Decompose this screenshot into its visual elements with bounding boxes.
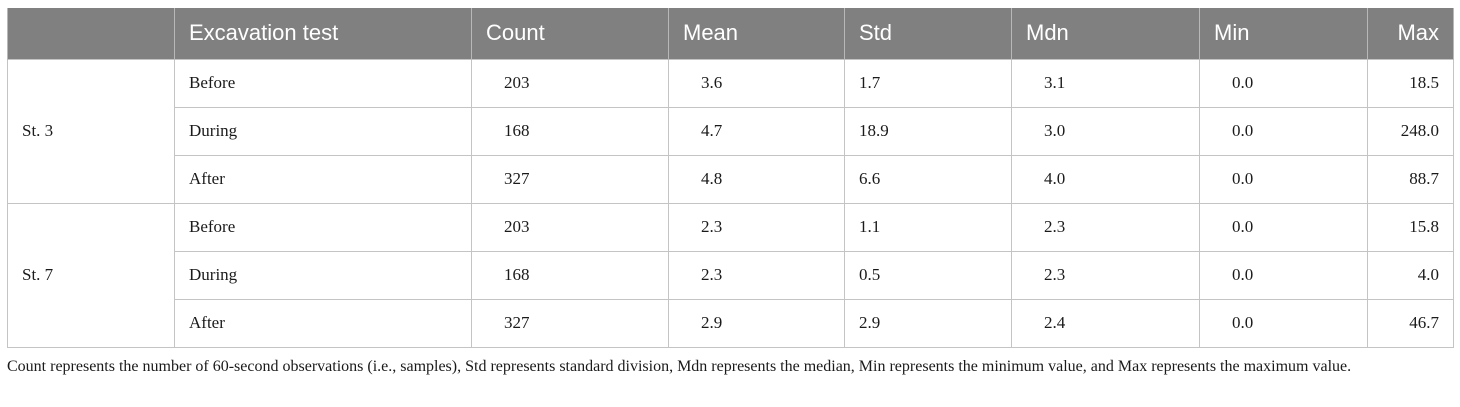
header-excavation-test: Excavation test: [174, 8, 472, 59]
count-cell: 168: [471, 106, 669, 156]
header-max: Max: [1367, 8, 1454, 59]
max-cell: 15.8: [1367, 202, 1454, 252]
std-cell: 18.9: [844, 106, 1012, 156]
header-count: Count: [471, 8, 669, 59]
phase-cell: Before: [174, 58, 472, 108]
min-cell: 0.0: [1199, 298, 1368, 348]
table-body: St. 3 Before 203 3.6 1.7 3.1 0.0 18.5 Du…: [7, 58, 1454, 348]
mdn-cell: 2.3: [1011, 202, 1200, 252]
table-row: St. 7 Before 203 2.3 1.1 2.3 0.0 15.8: [7, 202, 1454, 348]
std-cell: 2.9: [844, 298, 1012, 348]
std-cell: 1.1: [844, 202, 1012, 252]
header-min: Min: [1199, 8, 1368, 59]
min-cell: 0.0: [1199, 250, 1368, 300]
count-cell: 168: [471, 250, 669, 300]
min-cell: 0.0: [1199, 58, 1368, 108]
phase-cell: During: [174, 250, 472, 300]
max-cell: 248.0: [1367, 106, 1454, 156]
min-cell: 0.0: [1199, 202, 1368, 252]
count-cell: 327: [471, 154, 669, 204]
max-cell: 46.7: [1367, 298, 1454, 348]
count-cell: 203: [471, 58, 669, 108]
mdn-cell: 2.4: [1011, 298, 1200, 348]
count-cell: 203: [471, 202, 669, 252]
mdn-cell: 3.1: [1011, 58, 1200, 108]
std-cell: 0.5: [844, 250, 1012, 300]
min-cell: 0.0: [1199, 106, 1368, 156]
count-cell: 327: [471, 298, 669, 348]
table-footnote: Count represents the number of 60-second…: [7, 358, 1352, 375]
phase-cell: Before: [174, 202, 472, 252]
std-cell: 1.7: [844, 58, 1012, 108]
table-row: During 168 4.7 18.9 3.0 0.0 248.0: [8, 106, 1454, 156]
min-cell: 0.0: [1199, 154, 1368, 204]
std-cell: 6.6: [844, 154, 1012, 204]
mean-cell: 4.7: [668, 106, 845, 156]
mean-cell: 2.3: [668, 250, 845, 300]
phase-cell: During: [174, 106, 472, 156]
statistics-table-container: Excavation test Count Mean Std Mdn Min M…: [7, 8, 1454, 348]
table-row: St. 3 Before 203 3.6 1.7 3.1 0.0 18.5: [7, 58, 1454, 204]
max-cell: 18.5: [1367, 58, 1454, 108]
statistics-table: Excavation test Count Mean Std Mdn Min M…: [7, 8, 1454, 348]
header-mdn: Mdn: [1011, 8, 1200, 59]
mean-cell: 2.9: [668, 298, 845, 348]
phase-cell: After: [174, 298, 472, 348]
header-mean: Mean: [668, 8, 845, 59]
mean-cell: 3.6: [668, 58, 845, 108]
mdn-cell: 2.3: [1011, 250, 1200, 300]
table-row: After 327 2.9 2.9 2.4 0.0 46.7: [8, 298, 1454, 348]
header-station: [7, 8, 175, 59]
mean-cell: 2.3: [668, 202, 845, 252]
station-cell: St. 3: [7, 58, 175, 204]
station-cell: St. 7: [7, 202, 175, 348]
phase-cell: After: [174, 154, 472, 204]
header-row: Excavation test Count Mean Std Mdn Min M…: [7, 8, 1454, 59]
mdn-cell: 3.0: [1011, 106, 1200, 156]
header-std: Std: [844, 8, 1012, 59]
mean-cell: 4.8: [668, 154, 845, 204]
max-cell: 4.0: [1367, 250, 1454, 300]
table-row: During 168 2.3 0.5 2.3 0.0 4.0: [8, 250, 1454, 300]
table-header: Excavation test Count Mean Std Mdn Min M…: [7, 8, 1454, 59]
mdn-cell: 4.0: [1011, 154, 1200, 204]
table-row: After 327 4.8 6.6 4.0 0.0 88.7: [8, 154, 1454, 204]
max-cell: 88.7: [1367, 154, 1454, 204]
